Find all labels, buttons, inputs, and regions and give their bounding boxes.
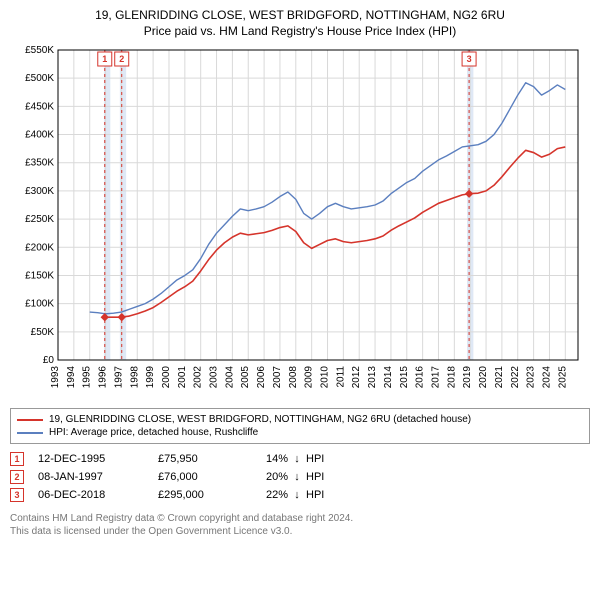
svg-text:£400K: £400K [25,130,54,141]
svg-text:2022: 2022 [510,366,521,389]
svg-text:1998: 1998 [129,366,140,389]
marker-badge: 2 [10,470,24,484]
title-address: 19, GLENRIDDING CLOSE, WEST BRIDGFORD, N… [10,8,590,22]
legend-label: HPI: Average price, detached house, Rush… [49,427,258,438]
svg-text:2006: 2006 [256,366,267,389]
svg-text:2: 2 [119,54,124,64]
legend-swatch [17,432,43,434]
legend-swatch [17,419,43,421]
marker-hpi-label: HPI [306,489,346,501]
svg-text:£300K: £300K [25,186,54,197]
chart-container: 19, GLENRIDDING CLOSE, WEST BRIDGFORD, N… [0,0,600,546]
line-chart-svg: £0 £50K £100K £150K £200K £250K £300K £350K £400… [10,42,590,402]
legend-box: 19, GLENRIDDING CLOSE, WEST BRIDGFORD, N… [10,408,590,444]
down-arrow-icon: ↓ [288,471,306,483]
legend-row: 19, GLENRIDDING CLOSE, WEST BRIDGFORD, N… [17,413,583,426]
svg-text:2003: 2003 [209,366,220,389]
svg-text:2019: 2019 [462,366,473,389]
svg-text:1: 1 [102,54,107,64]
marker-hpi-label: HPI [306,453,346,465]
marker-pct: 22% [248,489,288,501]
svg-text:2023: 2023 [526,366,537,389]
legend-label: 19, GLENRIDDING CLOSE, WEST BRIDGFORD, N… [49,414,471,425]
svg-text:£250K: £250K [25,214,54,225]
svg-text:2020: 2020 [478,366,489,389]
svg-text:2018: 2018 [446,366,457,389]
svg-text:1997: 1997 [113,366,124,389]
title-subtitle: Price paid vs. HM Land Registry's House … [10,24,590,38]
svg-text:2000: 2000 [161,366,172,389]
down-arrow-icon: ↓ [288,453,306,465]
svg-text:2009: 2009 [304,366,315,389]
svg-text:1993: 1993 [50,366,61,389]
svg-text:2004: 2004 [224,366,235,389]
svg-text:2021: 2021 [494,366,505,389]
svg-text:2002: 2002 [193,366,204,389]
svg-text:2005: 2005 [240,366,251,389]
svg-text:2015: 2015 [399,366,410,389]
marker-badge: 3 [10,488,24,502]
svg-text:1995: 1995 [82,366,93,389]
markers-table: 112-DEC-1995£75,95014%↓HPI208-JAN-1997£7… [10,450,590,504]
svg-text:2012: 2012 [351,366,362,389]
svg-text:2010: 2010 [320,366,331,389]
marker-row: 1 12-DEC-1995£75,95014%↓HPI [10,450,590,468]
svg-text:£500K: £500K [25,73,54,84]
svg-text:1994: 1994 [66,366,77,389]
title-block: 19, GLENRIDDING CLOSE, WEST BRIDGFORD, N… [10,8,590,38]
svg-text:£50K: £50K [31,327,55,338]
marker-hpi-label: HPI [306,471,346,483]
svg-text:£100K: £100K [25,299,54,310]
marker-date: 08-JAN-1997 [38,471,158,483]
footer-note: Contains HM Land Registry data © Crown c… [10,512,590,538]
svg-text:£550K: £550K [25,45,54,56]
svg-text:2011: 2011 [335,366,346,388]
svg-text:2024: 2024 [541,366,552,389]
down-arrow-icon: ↓ [288,489,306,501]
marker-price: £76,000 [158,471,248,483]
svg-text:2014: 2014 [383,366,394,389]
marker-price: £75,950 [158,453,248,465]
svg-text:3: 3 [467,54,472,64]
chart-area: £0 £50K £100K £150K £200K £250K £300K £350K £400… [10,42,590,402]
svg-text:2007: 2007 [272,366,283,389]
legend-row: HPI: Average price, detached house, Rush… [17,426,583,439]
svg-text:2001: 2001 [177,366,188,389]
svg-text:£0: £0 [43,355,55,366]
marker-row: 2 08-JAN-1997£76,00020%↓HPI [10,468,590,486]
svg-text:£350K: £350K [25,158,54,169]
footer-line1: Contains HM Land Registry data © Crown c… [10,512,590,525]
svg-text:2013: 2013 [367,366,378,389]
footer-line2: This data is licensed under the Open Gov… [10,525,590,538]
svg-text:£450K: £450K [25,101,54,112]
marker-pct: 14% [248,453,288,465]
marker-price: £295,000 [158,489,248,501]
marker-row: 3 06-DEC-2018£295,00022%↓HPI [10,486,590,504]
svg-text:2025: 2025 [557,366,568,389]
svg-text:1996: 1996 [98,366,109,389]
marker-date: 06-DEC-2018 [38,489,158,501]
marker-date: 12-DEC-1995 [38,453,158,465]
svg-text:2016: 2016 [415,366,426,389]
svg-text:2017: 2017 [430,366,441,389]
svg-text:2008: 2008 [288,366,299,389]
svg-text:1999: 1999 [145,366,156,389]
svg-text:£200K: £200K [25,242,54,253]
svg-text:£150K: £150K [25,270,54,281]
marker-badge: 1 [10,452,24,466]
marker-pct: 20% [248,471,288,483]
